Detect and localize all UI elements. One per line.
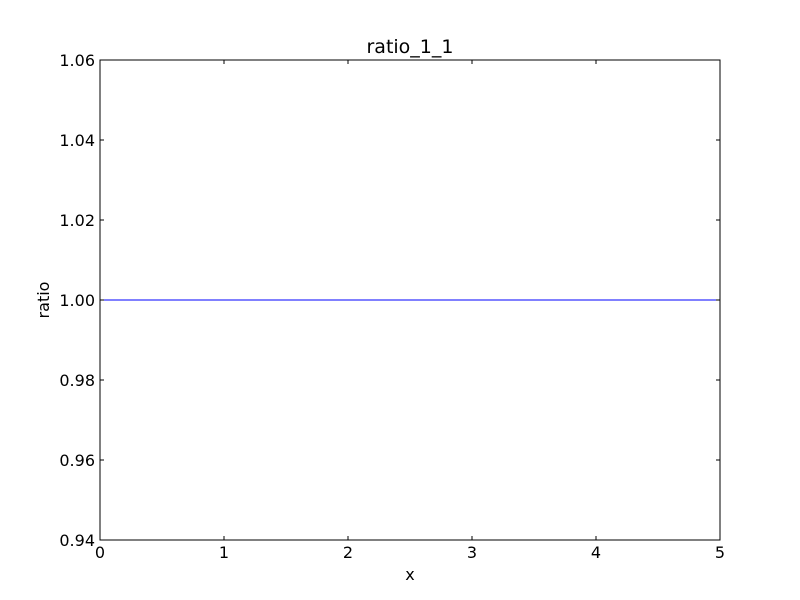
y-tick-label: 0.94	[59, 531, 95, 550]
x-axis-label: x	[405, 565, 414, 584]
x-tick-label: 0	[95, 543, 105, 562]
ticks-layer: 0 1 2 3 4 5 0.94 0.96 0.98 1.00 1.02 1.04 1.06	[59, 51, 725, 562]
y-tick-label: 1.00	[59, 291, 95, 310]
x-tick-label: 4	[591, 543, 601, 562]
y-tick-label: 0.98	[59, 371, 95, 390]
x-tick-label: 3	[467, 543, 477, 562]
y-tick-label: 1.06	[59, 51, 95, 70]
y-tick-label: 1.04	[59, 131, 95, 150]
x-tick-label: 1	[219, 543, 229, 562]
y-tick-label: 0.96	[59, 451, 95, 470]
x-tick-label: 2	[343, 543, 353, 562]
chart-title: ratio_1_1	[367, 36, 454, 58]
y-tick-label: 1.02	[59, 211, 95, 230]
y-axis-label: ratio	[34, 282, 53, 319]
x-tick-label: 5	[715, 543, 725, 562]
plot-frame	[99, 59, 721, 541]
